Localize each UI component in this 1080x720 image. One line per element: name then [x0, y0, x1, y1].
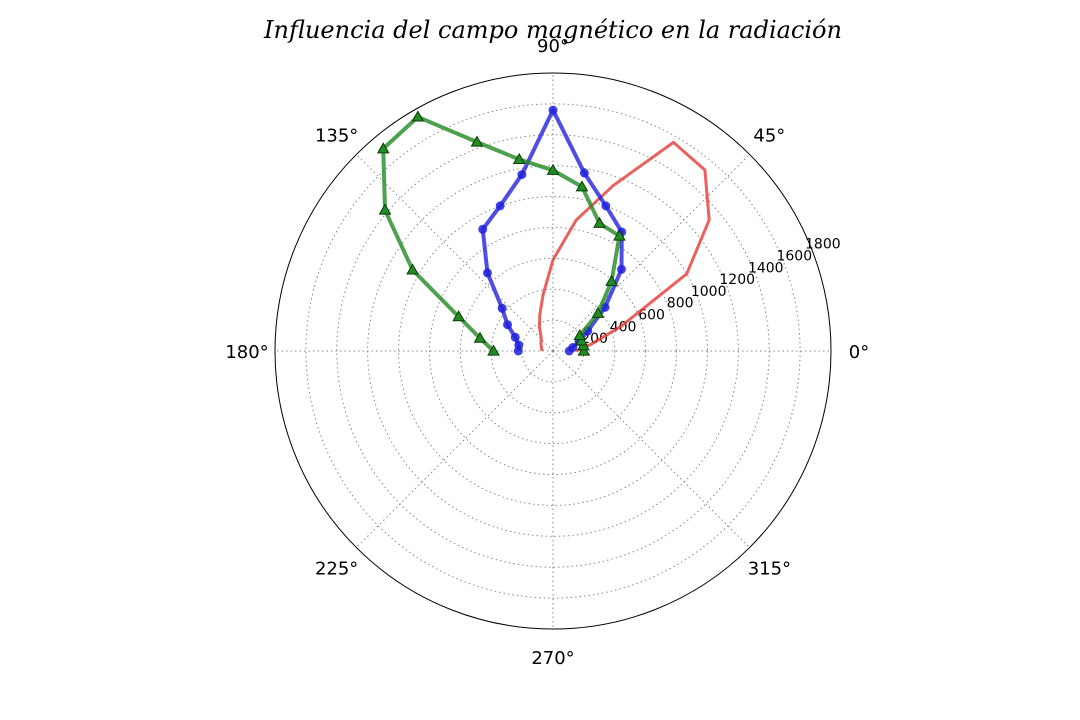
polar-frame [274, 72, 832, 630]
data-point [575, 180, 589, 192]
data-point [378, 203, 392, 215]
series-0 [537, 140, 711, 353]
angular-gridline-135 [356, 154, 554, 352]
data-point [376, 142, 390, 154]
series-2 [376, 110, 626, 356]
radial-tick-label: 1600 [776, 248, 812, 264]
angular-gridline-315 [552, 350, 750, 548]
angle-tick-label: 90° [537, 36, 569, 57]
radial-gridline-1600 [305, 103, 801, 599]
series-line [381, 114, 622, 353]
data-point [478, 224, 488, 234]
angle-tick-label: 225° [315, 558, 358, 579]
radial-tick-label: 1000 [691, 284, 727, 300]
angle-tick-label: 270° [531, 648, 574, 669]
radial-tick-label: 1400 [748, 260, 784, 276]
radial-tick-label: 1800 [805, 237, 841, 253]
data-point [487, 344, 500, 356]
data-point [616, 264, 626, 274]
data-point [510, 332, 520, 342]
data-point [579, 168, 589, 178]
angle-tick-label: 315° [748, 558, 791, 579]
polar-grid [274, 72, 832, 630]
data-point [411, 110, 425, 122]
radial-gridline-600 [459, 257, 647, 445]
data-point [601, 201, 611, 211]
angular-gridline-225 [356, 350, 554, 548]
angle-tick-label: 45° [753, 126, 785, 147]
angle-tick-label: 135° [315, 126, 358, 147]
data-point [473, 331, 487, 343]
data-point [546, 163, 560, 175]
angle-tick-label: 180° [225, 342, 268, 363]
angular-gridline-45 [552, 154, 750, 352]
radial-tick-label: 600 [638, 308, 665, 324]
radial-gridline-800 [428, 226, 678, 476]
data-point [591, 306, 605, 318]
series-line [537, 140, 711, 353]
radial-tick-label: 400 [610, 319, 637, 335]
data-point [513, 346, 523, 356]
series-1 [478, 105, 627, 356]
data-point [573, 329, 587, 341]
data-point [593, 216, 606, 228]
radial-tick-label: 1200 [719, 272, 755, 288]
chart-title: Influencia del campo magnético en la rad… [263, 16, 842, 44]
data-point [482, 268, 492, 278]
data-point [548, 105, 558, 115]
polar-axis-labels: 0°45°90°135°180°225°270°315°200400600800… [225, 36, 869, 669]
data-point [470, 135, 484, 147]
data-point [577, 344, 591, 356]
data-point [517, 170, 527, 180]
data-point [613, 229, 626, 241]
data-point [406, 263, 419, 275]
data-point [452, 310, 466, 322]
data-point [497, 303, 507, 313]
data-point [503, 320, 513, 330]
radial-tick-label: 800 [667, 296, 694, 312]
data-point [512, 152, 526, 164]
data-series-layer [376, 105, 711, 356]
data-point [605, 274, 618, 286]
data-point [495, 201, 505, 211]
angle-tick-label: 0° [849, 342, 869, 363]
